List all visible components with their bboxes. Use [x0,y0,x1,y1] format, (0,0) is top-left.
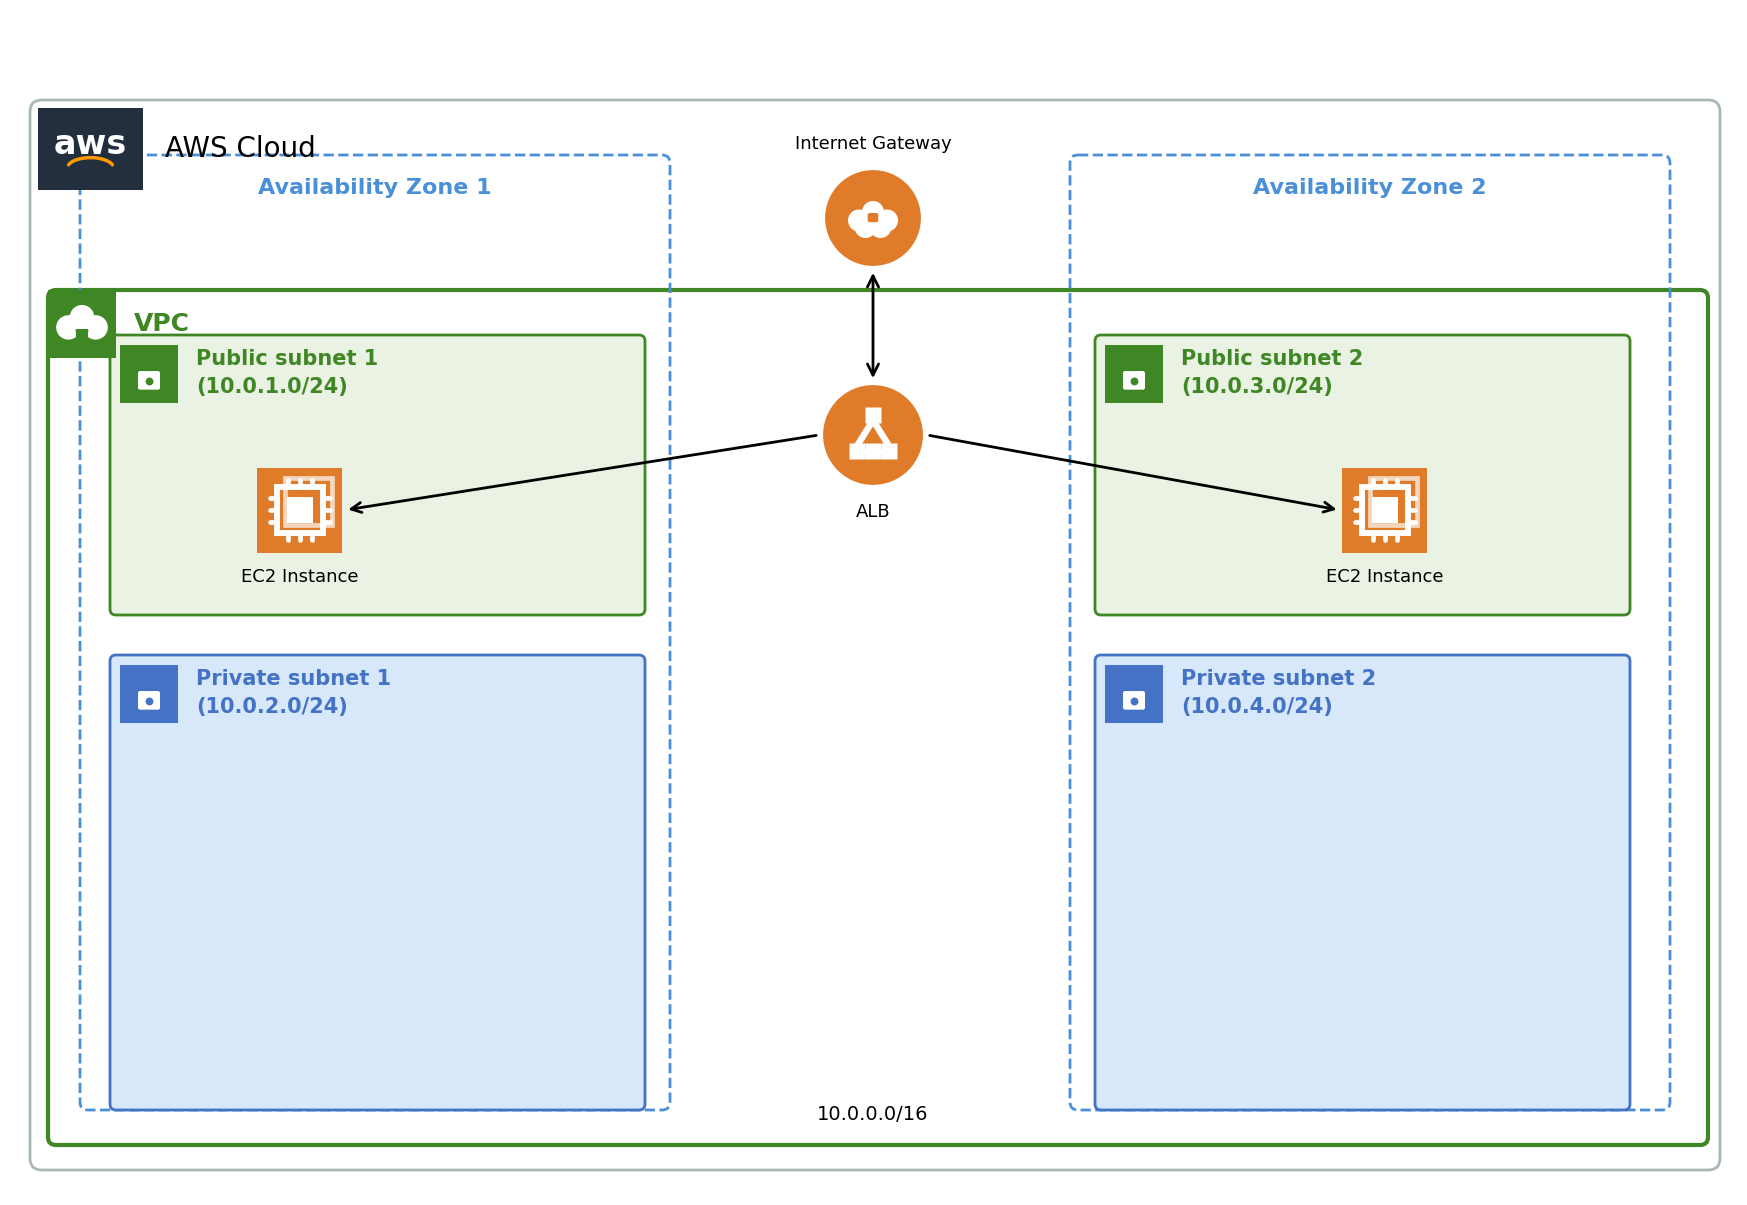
Circle shape [70,305,94,329]
Bar [1342,468,1427,553]
Bar [121,345,178,402]
Circle shape [847,210,870,231]
Text: ALB: ALB [856,502,891,521]
Bar [1370,478,1417,525]
Text: Private subnet 1
(10.0.2.0/24): Private subnet 1 (10.0.2.0/24) [196,669,391,717]
Circle shape [870,216,891,239]
FancyBboxPatch shape [1095,656,1630,1110]
Circle shape [854,216,877,239]
Bar [75,329,87,339]
Bar [285,478,332,525]
Text: Public subnet 2
(10.0.3.0/24): Public subnet 2 (10.0.3.0/24) [1181,349,1363,396]
FancyBboxPatch shape [1123,371,1144,389]
FancyBboxPatch shape [110,656,645,1110]
Circle shape [875,210,898,231]
Circle shape [861,201,884,223]
Bar [287,498,313,523]
Text: EC2 Instance: EC2 Instance [241,569,358,587]
Text: Public subnet 1
(10.0.1.0/24): Public subnet 1 (10.0.1.0/24) [196,349,379,396]
Text: Internet Gateway: Internet Gateway [795,135,952,153]
Bar [257,468,342,553]
Circle shape [84,316,108,340]
FancyBboxPatch shape [138,371,161,389]
Circle shape [821,383,924,487]
FancyBboxPatch shape [110,335,645,615]
Text: AWS Cloud: AWS Cloud [164,135,316,163]
Bar [38,108,143,190]
Bar [276,487,323,534]
Bar [63,328,101,337]
FancyBboxPatch shape [1095,335,1630,615]
FancyBboxPatch shape [47,290,1709,1145]
Circle shape [56,316,80,340]
FancyBboxPatch shape [138,692,161,710]
Bar [854,221,893,229]
Bar [1106,665,1164,723]
Bar [121,665,178,723]
Bar [1361,487,1408,534]
Text: aws: aws [54,128,128,160]
Circle shape [823,167,922,268]
Text: EC2 Instance: EC2 Instance [1326,569,1443,587]
Bar [1371,498,1398,523]
Text: 10.0.0.0/16: 10.0.0.0/16 [818,1105,929,1124]
FancyBboxPatch shape [868,213,879,222]
Text: Private subnet 2
(10.0.4.0/24): Private subnet 2 (10.0.4.0/24) [1181,669,1377,717]
Bar [47,290,115,358]
FancyBboxPatch shape [30,100,1721,1170]
Text: VPC: VPC [135,312,190,336]
Text: Availability Zone 1: Availability Zone 1 [259,178,493,198]
Text: Availability Zone 2: Availability Zone 2 [1253,178,1487,198]
Bar [1106,345,1164,402]
FancyBboxPatch shape [1123,692,1144,710]
